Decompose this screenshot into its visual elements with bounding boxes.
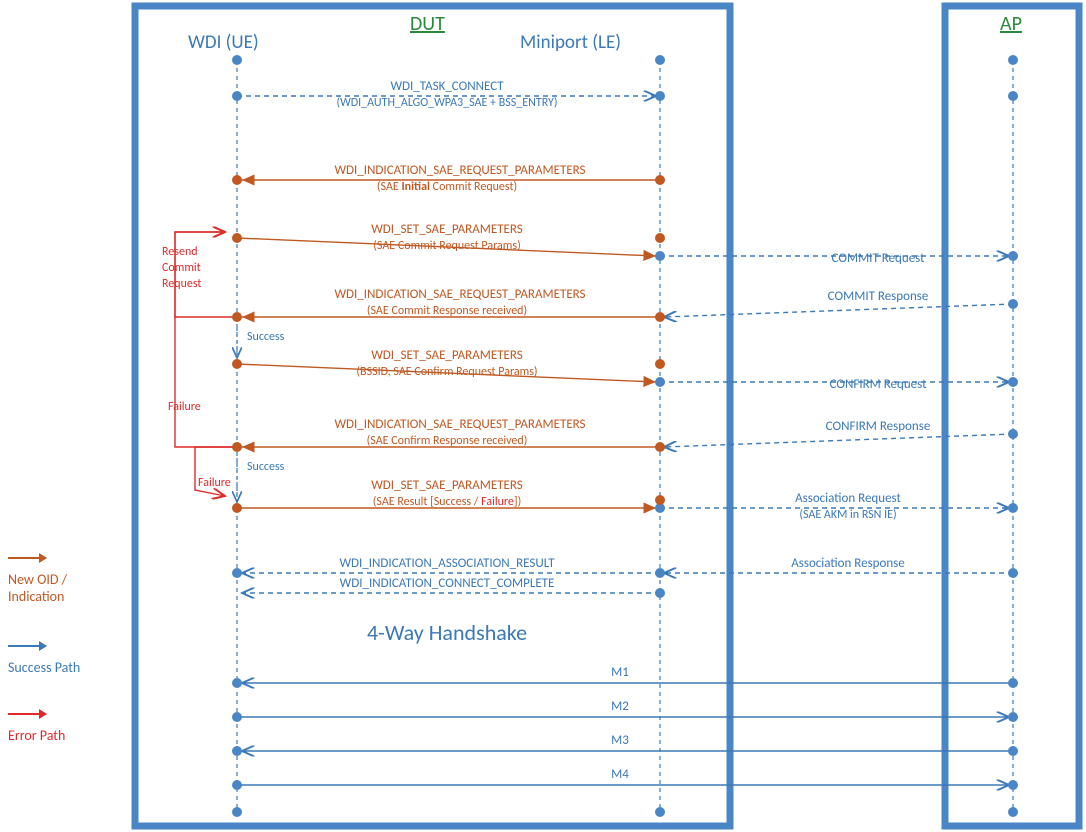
lifeline-label: WDI (UE) [188,31,259,54]
lifeline-node [232,712,242,722]
sequence-diagram: DUT AP WDI (UE) Miniport (LE) WDI_TASK_CONNE… [0,0,1086,832]
message-label: M2 [611,699,629,714]
error-label: Commit [162,261,201,275]
message-label: CONFIRM Request [830,377,928,392]
legend-arrow-icon [8,557,46,559]
error-label: Request [162,277,201,291]
error-label: Failure [198,476,231,490]
error-label: Resend [162,245,198,259]
message-label: WDI_INDICATION_ASSOCIATION_RESULT [339,556,555,571]
legend-text: New OID / [8,571,67,588]
lifeline-node [232,175,242,185]
lifeline-node [655,175,665,185]
message-label: M1 [611,665,629,680]
container-box [945,6,1079,826]
message-sublabel: (SAE Commit Request Params) [373,239,520,253]
lifeline-node [1008,568,1018,578]
lifeline-node [655,233,665,243]
lifeline-node [1008,807,1018,817]
box-title: DUT [410,12,445,36]
box-title: AP [1000,12,1022,36]
lifeline-node [232,442,242,452]
message-label: Association Request [795,491,901,506]
lifeline-node [655,568,665,578]
status-label: Success [247,330,285,344]
message-sublabel: (SAE Initial Commit Request) [377,180,517,194]
lifeline-node [655,442,665,452]
message-label: WDI_TASK_CONNECT [390,79,504,94]
message-sublabel: (BSSID, SAE Confirm Request Params) [356,365,537,379]
status-label: Success [247,460,285,474]
container-box [135,6,730,826]
message-label: M4 [611,767,629,782]
lifeline-node [1008,377,1018,387]
lifeline-node [655,91,665,101]
legend-item: New OID /Indication [8,550,67,605]
message-label: WDI_INDICATION_SAE_REQUEST_PARAMETERS [334,417,585,432]
lifeline-node [1008,429,1018,439]
lifeline-node [1008,678,1018,688]
lifeline-node [1008,55,1018,65]
legend-item: Error Path [8,706,65,744]
lifeline-node [1008,746,1018,756]
message-arrow [664,304,1013,317]
message-arrow [664,434,1013,447]
lifeline-node [655,55,665,65]
lifeline-node [1008,780,1018,790]
lifeline-node [1008,91,1018,101]
lifeline-node [655,359,665,369]
message-label: COMMIT Request [832,251,926,266]
handshake-title: 4-Way Handshake [367,619,527,646]
legend-text: Success Path [8,659,80,676]
lifeline-node [232,746,242,756]
lifeline-node [1008,712,1018,722]
message-label: WDI_SET_SAE_PARAMETERS [371,222,523,237]
legend-text: Indication [8,588,67,605]
lifeline-node [232,780,242,790]
lifeline-node [232,312,242,322]
legend-arrow-icon [8,713,46,715]
message-label: WDI_INDICATION_CONNECT_COMPLETE [340,576,555,591]
lifeline-node [655,312,665,322]
message-label: WDI_SET_SAE_PARAMETERS [371,348,523,363]
lifeline-node [1008,299,1018,309]
legend-arrow-icon [8,645,46,647]
legend-text: Error Path [8,727,65,744]
lifeline-node [232,359,242,369]
message-label: CONFIRM Response [826,419,931,434]
message-sublabel: (SAE AKM in RSN IE) [799,508,896,522]
message-label: WDI_INDICATION_SAE_REQUEST_PARAMETERS [334,163,585,178]
lifeline-node [655,588,665,598]
lifeline-node [232,807,242,817]
message-sublabel: (SAE Confirm Response received) [367,434,528,448]
lifeline-node [1008,251,1018,261]
legend-item: Success Path [8,638,80,676]
message-label: M3 [611,733,629,748]
lifeline-node [655,251,665,261]
lifeline-node [1008,503,1018,513]
lifeline-node [232,233,242,243]
lifeline-node [232,568,242,578]
message-sublabel: (WDI_AUTH_ALGO_WPA3_SAE + BSS_ENTRY) [336,96,557,110]
message-label: WDI_SET_SAE_PARAMETERS [371,478,523,493]
message-label: WDI_INDICATION_SAE_REQUEST_PARAMETERS [334,287,585,302]
lifeline-label: Miniport (LE) [520,31,621,54]
lifeline-node [655,807,665,817]
error-label: Failure [168,400,201,414]
lifeline-node [655,377,665,387]
message-sublabel: (SAE Commit Response received) [367,304,527,318]
lifeline-node [655,495,665,505]
lifeline-node [232,678,242,688]
lifeline-node [232,503,242,513]
message-label: Association Response [791,556,904,571]
message-label: COMMIT Response [828,289,929,304]
lifeline-node [232,91,242,101]
message-sublabel: (SAE Result [Success / Failure]) [373,495,521,509]
lifeline-node [232,55,242,65]
